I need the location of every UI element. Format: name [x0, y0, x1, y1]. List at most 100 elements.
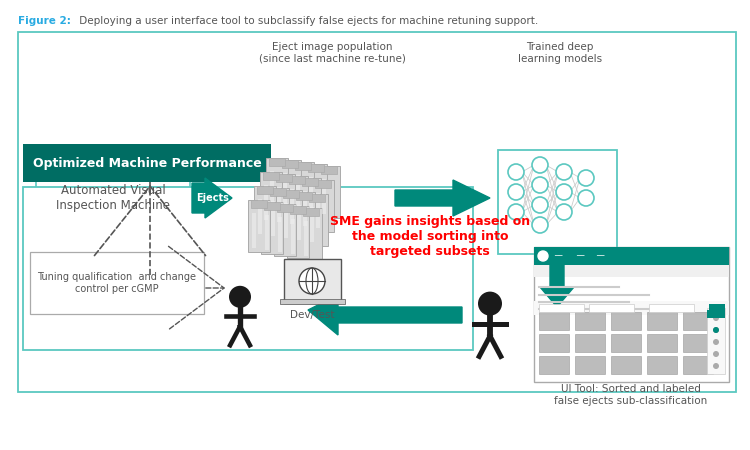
FancyBboxPatch shape — [264, 185, 268, 220]
FancyBboxPatch shape — [293, 192, 315, 244]
FancyBboxPatch shape — [264, 202, 280, 210]
FancyBboxPatch shape — [251, 200, 267, 208]
Polygon shape — [192, 178, 232, 218]
Circle shape — [508, 184, 524, 200]
Text: Optimized Machine Performance: Optimized Machine Performance — [33, 157, 261, 170]
FancyBboxPatch shape — [296, 175, 300, 210]
FancyBboxPatch shape — [267, 188, 289, 240]
Circle shape — [532, 177, 548, 193]
FancyBboxPatch shape — [248, 200, 270, 252]
FancyBboxPatch shape — [707, 310, 725, 318]
FancyBboxPatch shape — [290, 189, 294, 224]
FancyBboxPatch shape — [322, 179, 326, 214]
Circle shape — [713, 339, 719, 345]
FancyBboxPatch shape — [316, 193, 320, 228]
FancyBboxPatch shape — [289, 176, 305, 184]
FancyBboxPatch shape — [315, 180, 331, 188]
FancyBboxPatch shape — [683, 334, 713, 352]
FancyBboxPatch shape — [683, 356, 713, 374]
Circle shape — [538, 251, 548, 261]
Circle shape — [229, 286, 251, 308]
FancyBboxPatch shape — [270, 171, 274, 206]
FancyBboxPatch shape — [266, 158, 288, 210]
Circle shape — [508, 164, 524, 180]
FancyBboxPatch shape — [611, 312, 641, 330]
Polygon shape — [540, 254, 574, 307]
FancyBboxPatch shape — [611, 334, 641, 352]
Text: Automated Visual
Inspection Machine: Automated Visual Inspection Machine — [56, 184, 170, 212]
FancyBboxPatch shape — [321, 166, 337, 174]
Text: ──: ── — [554, 253, 562, 259]
FancyBboxPatch shape — [302, 178, 318, 186]
FancyBboxPatch shape — [286, 176, 308, 228]
FancyBboxPatch shape — [261, 202, 283, 254]
FancyBboxPatch shape — [252, 213, 256, 248]
Circle shape — [578, 190, 594, 206]
FancyBboxPatch shape — [534, 265, 729, 277]
Circle shape — [299, 268, 325, 294]
FancyBboxPatch shape — [265, 215, 269, 250]
Circle shape — [556, 164, 572, 180]
Text: Tuning qualification  and change
control per cGMP: Tuning qualification and change control … — [38, 272, 197, 294]
FancyBboxPatch shape — [647, 356, 677, 374]
FancyBboxPatch shape — [575, 334, 605, 352]
FancyBboxPatch shape — [647, 334, 677, 352]
FancyBboxPatch shape — [498, 150, 617, 254]
FancyBboxPatch shape — [273, 174, 295, 226]
FancyBboxPatch shape — [280, 190, 302, 242]
FancyBboxPatch shape — [271, 201, 275, 236]
Circle shape — [556, 184, 572, 200]
FancyBboxPatch shape — [284, 259, 341, 303]
FancyBboxPatch shape — [254, 186, 276, 238]
FancyBboxPatch shape — [274, 204, 296, 256]
Text: Eject image population
(since last machine re-tune): Eject image population (since last machi… — [259, 42, 406, 63]
FancyBboxPatch shape — [649, 304, 694, 312]
FancyBboxPatch shape — [534, 247, 729, 382]
FancyBboxPatch shape — [589, 304, 634, 312]
FancyBboxPatch shape — [18, 32, 736, 392]
FancyBboxPatch shape — [270, 188, 286, 196]
FancyBboxPatch shape — [292, 162, 314, 214]
FancyBboxPatch shape — [647, 312, 677, 330]
FancyBboxPatch shape — [296, 192, 312, 200]
FancyBboxPatch shape — [539, 334, 569, 352]
Circle shape — [532, 157, 548, 173]
FancyBboxPatch shape — [277, 187, 281, 222]
FancyBboxPatch shape — [278, 217, 282, 252]
Circle shape — [713, 327, 719, 333]
FancyBboxPatch shape — [290, 206, 306, 214]
FancyBboxPatch shape — [276, 174, 292, 182]
FancyBboxPatch shape — [534, 301, 729, 315]
Text: Ejects: Ejects — [196, 193, 230, 203]
Polygon shape — [395, 180, 490, 216]
FancyBboxPatch shape — [575, 356, 605, 374]
Text: Trained deep
learning models: Trained deep learning models — [518, 42, 602, 63]
FancyBboxPatch shape — [299, 178, 321, 230]
Text: UI Tool: Sorted and labeled
false ejects sub-classification: UI Tool: Sorted and labeled false ejects… — [554, 384, 708, 405]
FancyBboxPatch shape — [303, 191, 307, 226]
FancyBboxPatch shape — [575, 312, 605, 330]
FancyBboxPatch shape — [277, 204, 293, 212]
Text: Deploying a user interface tool to subclassify false ejects for machine retuning: Deploying a user interface tool to subcl… — [76, 16, 538, 26]
FancyBboxPatch shape — [287, 206, 309, 258]
FancyBboxPatch shape — [539, 312, 569, 330]
FancyBboxPatch shape — [539, 356, 569, 374]
Polygon shape — [308, 295, 462, 335]
FancyBboxPatch shape — [282, 160, 298, 168]
Circle shape — [508, 204, 524, 220]
FancyBboxPatch shape — [23, 144, 271, 182]
FancyBboxPatch shape — [308, 164, 324, 172]
FancyBboxPatch shape — [36, 162, 190, 234]
FancyBboxPatch shape — [709, 304, 725, 312]
FancyBboxPatch shape — [309, 194, 325, 202]
FancyBboxPatch shape — [263, 172, 279, 180]
FancyBboxPatch shape — [258, 199, 262, 234]
FancyBboxPatch shape — [291, 219, 295, 254]
Circle shape — [532, 197, 548, 213]
FancyBboxPatch shape — [297, 205, 301, 240]
FancyBboxPatch shape — [306, 194, 328, 246]
FancyBboxPatch shape — [257, 186, 273, 194]
FancyBboxPatch shape — [283, 190, 299, 198]
FancyBboxPatch shape — [23, 187, 473, 350]
Text: Dev/Test: Dev/Test — [290, 310, 334, 320]
